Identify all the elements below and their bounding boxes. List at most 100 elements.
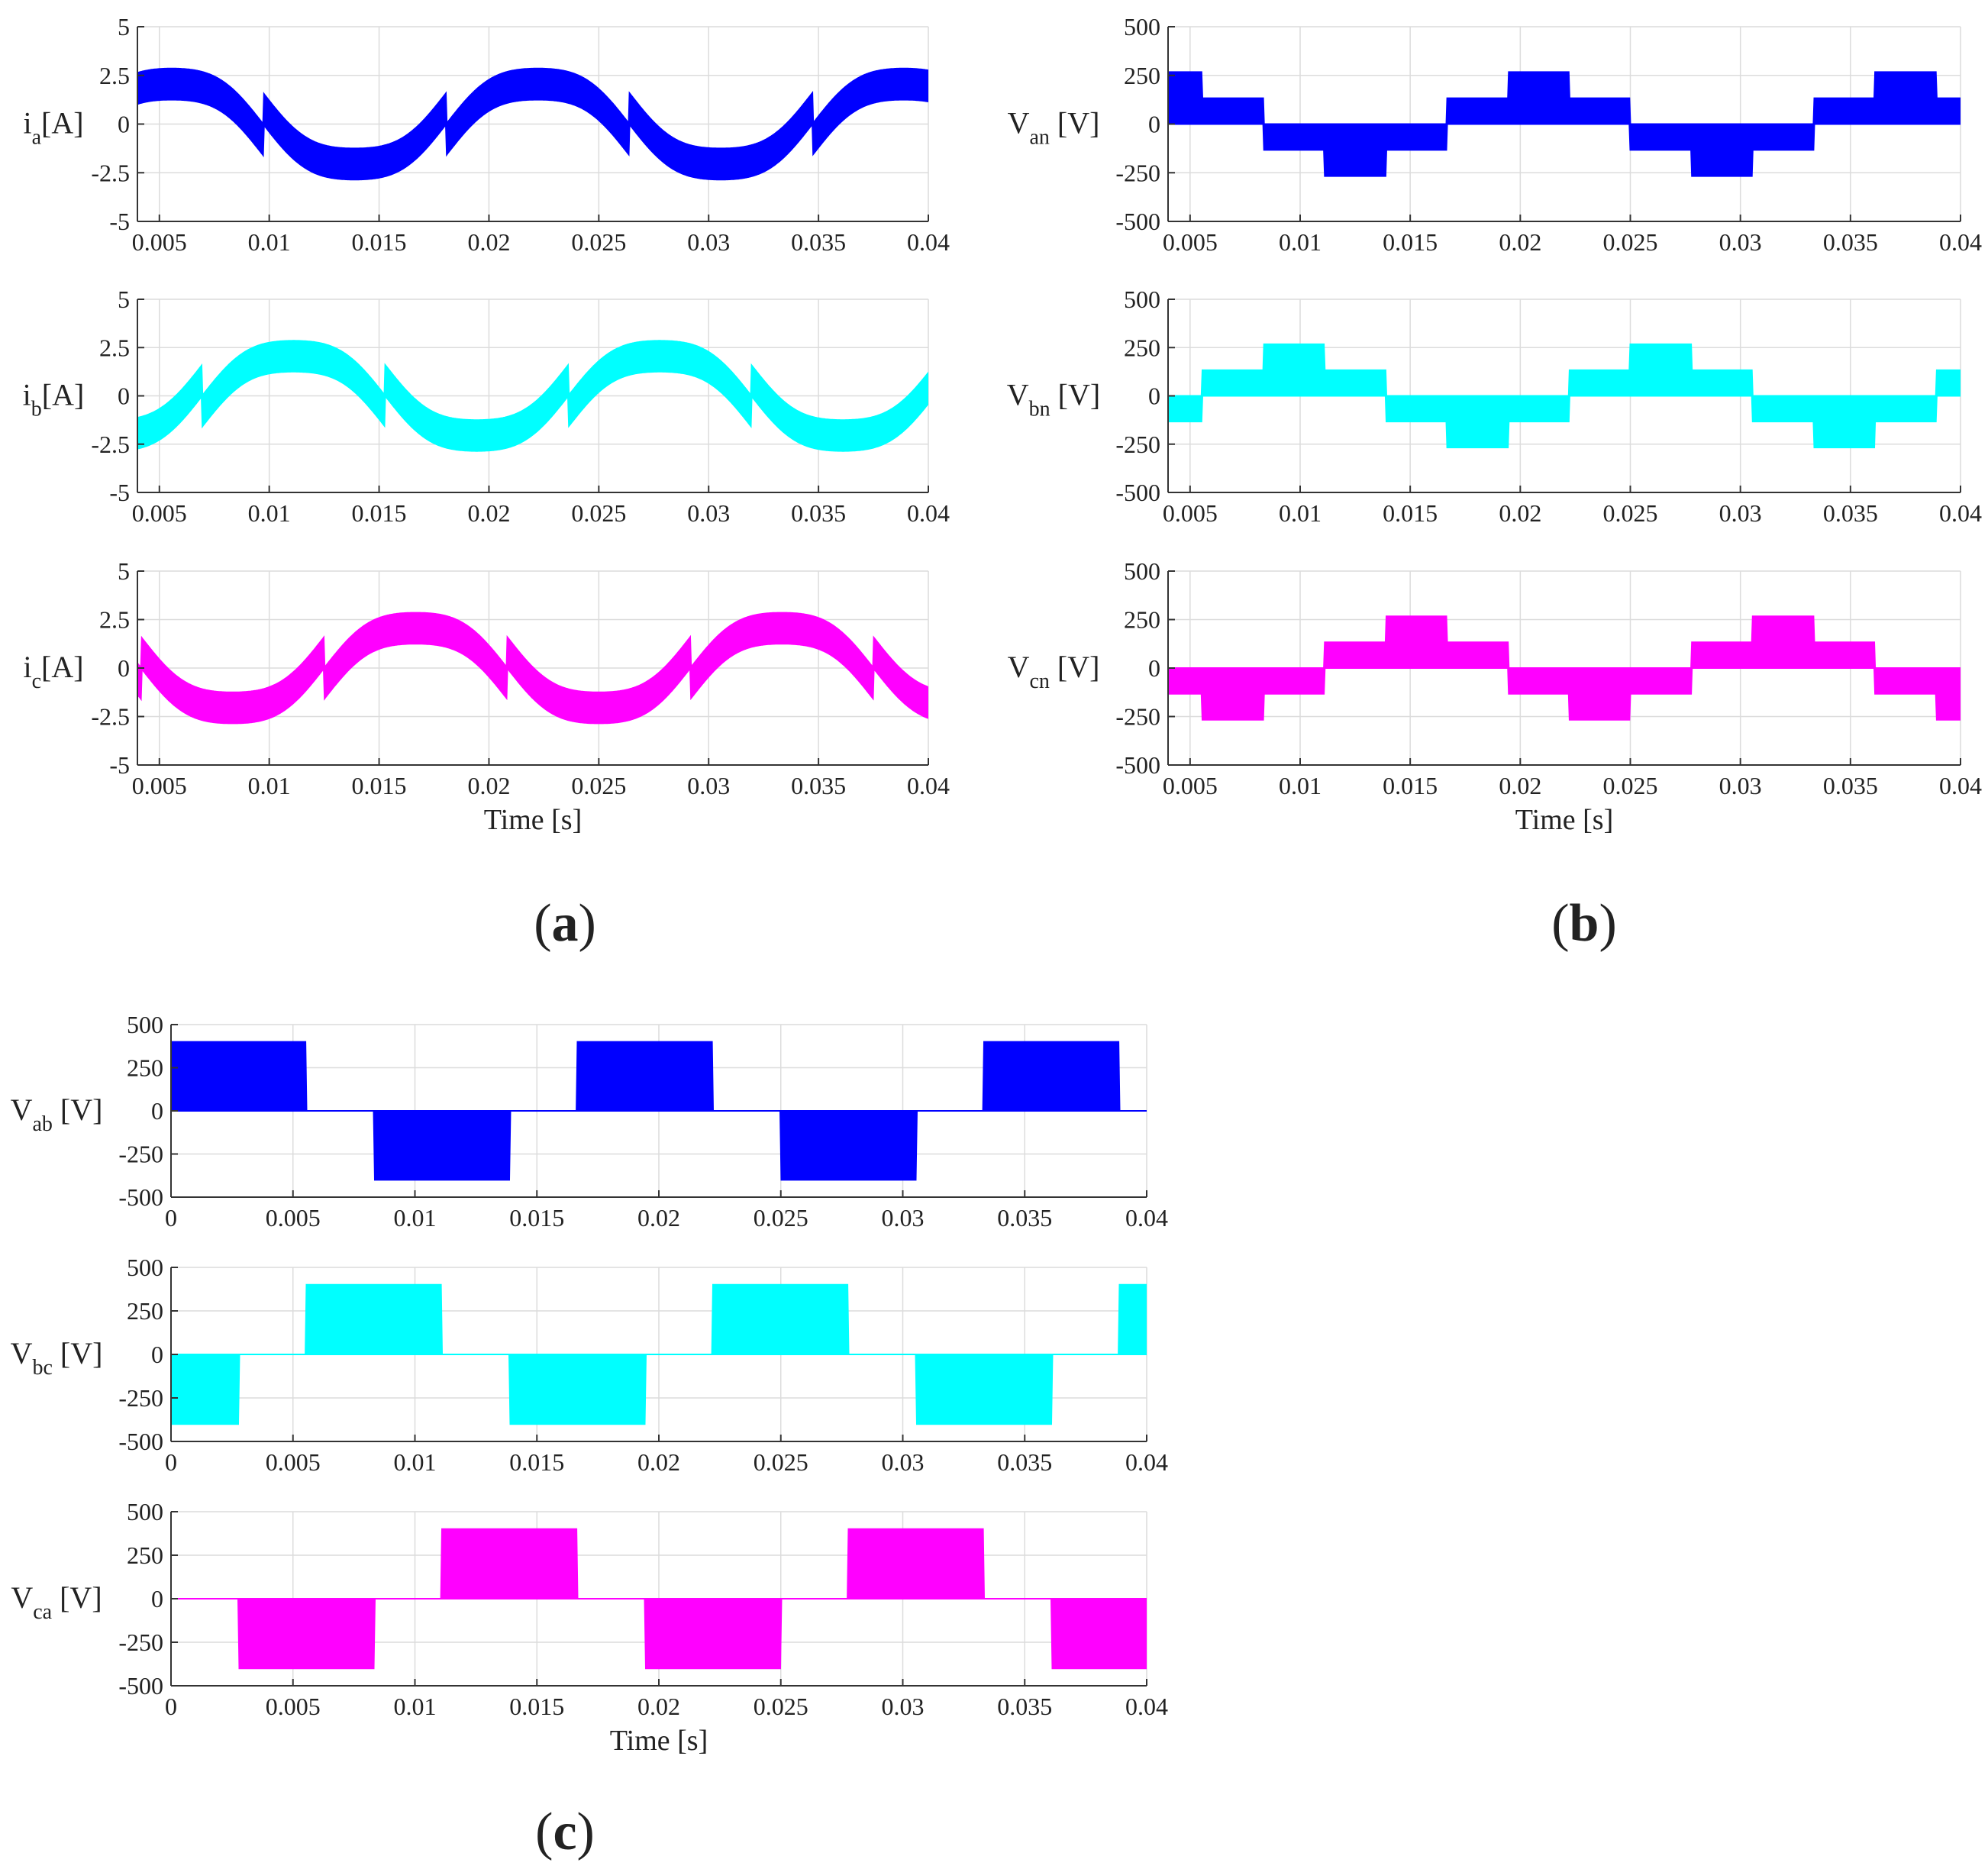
y-tick-label-b-mid-0: -500 [1115, 479, 1160, 506]
svg-text:(c): (c) [535, 1803, 595, 1861]
x-tick-label-c-bot-2: 0.01 [394, 1693, 437, 1720]
y-tick-label-a-top-3: 2.5 [99, 62, 130, 89]
y-axis-label-a-bot: ic[A] [23, 650, 83, 693]
panel-label-c-open: ( [535, 1803, 553, 1861]
x-tick-label-c-top-0: 0 [165, 1204, 177, 1231]
y-tick-label-b-top-2: 0 [1148, 111, 1160, 138]
y-axis-label-unit-a-top: [A] [41, 106, 84, 140]
y-axis-label-main-a-mid: i [23, 378, 31, 412]
x-tick-label-b-top-0: 0.005 [1163, 228, 1218, 256]
x-tick-label-b-bot-7: 0.04 [1939, 772, 1982, 799]
x-tick-label-c-mid-5: 0.025 [754, 1448, 808, 1476]
y-tick-label-b-bot-2: 0 [1148, 654, 1160, 682]
x-tick-label-a-bot-0: 0.005 [132, 772, 187, 799]
panel-label-a-close: ) [579, 894, 596, 953]
x-tick-label-c-bot-1: 0.005 [266, 1693, 321, 1720]
x-tick-label-c-mid-4: 0.02 [637, 1448, 680, 1476]
x-tick-label-a-mid-5: 0.03 [687, 499, 730, 527]
subplot-a-top: 0.005 0.01 0.015 0.02 0.025 0.03 0.035 0.04 -5 -2… [23, 13, 950, 256]
subplot-b-top: 0.005 0.01 0.015 0.02 0.025 0.03 0.035 0.04 -500… [1008, 13, 1982, 256]
x-tick-label-b-mid-6: 0.035 [1823, 499, 1878, 527]
panel-label-a: (a) [534, 894, 596, 953]
svg-text:(a): (a) [534, 894, 596, 953]
x-tick-label-b-top-3: 0.02 [1499, 228, 1541, 256]
x-tick-label-b-bot-3: 0.02 [1499, 772, 1541, 799]
y-axis-label-main-b-top: V [1008, 106, 1030, 140]
y-axis-label-main-c-bot: V [11, 1580, 33, 1615]
x-tick-label-a-top-0: 0.005 [132, 228, 187, 256]
x-tick-label-a-bot-7: 0.04 [907, 772, 950, 799]
y-tick-label-b-top-0: -500 [1115, 208, 1160, 235]
panel-label-c-close: ) [577, 1803, 595, 1861]
y-axis-label-unit-b-mid: [V] [1050, 378, 1101, 412]
y-axis-label-b-bot: Vcn [V] [1008, 650, 1100, 693]
x-tick-label-a-mid-1: 0.01 [248, 499, 291, 527]
y-tick-label-b-top-3: 250 [1124, 62, 1160, 89]
x-tick-label-b-bot-2: 0.015 [1383, 772, 1438, 799]
y-axis-label-unit-c-mid: [V] [53, 1336, 103, 1370]
x-tick-label-c-bot-5: 0.025 [754, 1693, 808, 1720]
x-tick-label-b-top-2: 0.015 [1383, 228, 1438, 256]
y-tick-label-a-bot-2: 0 [118, 654, 130, 682]
x-tick-label-c-bot-4: 0.02 [637, 1693, 680, 1720]
y-tick-label-c-bot-3: 250 [127, 1541, 163, 1569]
y-tick-label-c-top-4: 500 [127, 1011, 163, 1038]
x-tick-label-a-bot-3: 0.02 [467, 772, 510, 799]
y-axis-label-sub-b-mid: bn [1029, 398, 1050, 421]
x-tick-label-c-mid-6: 0.03 [882, 1448, 925, 1476]
x-tick-label-b-top-7: 0.04 [1939, 228, 1982, 256]
y-axis-label-c-bot: Vca [V] [11, 1580, 102, 1624]
y-tick-label-a-bot-0: -5 [109, 751, 130, 779]
x-tick-label-c-bot-6: 0.03 [882, 1693, 925, 1720]
y-axis-label-sub-b-bot: cn [1029, 670, 1049, 693]
subplot-a-mid: 0.005 0.01 0.015 0.02 0.025 0.03 0.035 0.04 -5 -2… [23, 286, 950, 527]
y-tick-label-c-bot-0: -500 [118, 1672, 163, 1700]
y-tick-label-a-mid-4: 5 [118, 286, 130, 313]
y-tick-label-b-bot-0: -500 [1115, 751, 1160, 779]
y-tick-label-a-mid-0: -5 [109, 479, 130, 506]
series-band-b-mid [1168, 343, 1961, 449]
x-tick-label-a-bot-1: 0.01 [248, 772, 291, 799]
x-tick-label-c-mid-3: 0.015 [509, 1448, 564, 1476]
y-axis-label-c-mid: Vbc [V] [11, 1336, 103, 1380]
series-band-c-bot [171, 1528, 1147, 1670]
panel-label-b-letter: b [1570, 894, 1599, 953]
panel-label-c: (c) [535, 1803, 595, 1861]
y-axis-label-sub-a-top: a [32, 126, 42, 150]
y-tick-label-c-mid-3: 250 [127, 1297, 163, 1325]
subplot-b-bot: 0.005 0.01 0.015 0.02 0.025 0.03 0.035 0.04 -500… [1008, 557, 1982, 836]
plots-layer: 0.005 0.01 0.015 0.02 0.025 0.03 0.035 0.04-5-2… [11, 13, 1982, 1757]
x-tick-label-a-mid-6: 0.035 [791, 499, 846, 527]
x-tick-label-b-mid-7: 0.04 [1939, 499, 1982, 527]
x-tick-label-c-bot-7: 0.035 [997, 1693, 1052, 1720]
x-tick-label-b-bot-4: 0.025 [1603, 772, 1658, 799]
x-tick-label-b-mid-1: 0.01 [1279, 499, 1322, 527]
y-tick-label-c-bot-2: 0 [151, 1585, 163, 1612]
x-tick-label-b-bot-6: 0.035 [1823, 772, 1878, 799]
x-tick-label-a-top-7: 0.04 [907, 228, 950, 256]
y-tick-label-c-top-2: 0 [151, 1097, 163, 1125]
y-tick-label-a-mid-2: 0 [118, 383, 130, 410]
y-axis-label-a-top: ia[A] [23, 106, 83, 150]
y-tick-label-b-top-4: 500 [1124, 13, 1160, 40]
x-axis-label-a-bot: Time [s] [484, 804, 582, 836]
x-tick-label-a-top-3: 0.02 [467, 228, 510, 256]
series-band-c-mid [171, 1283, 1147, 1425]
x-tick-label-a-top-4: 0.025 [571, 228, 626, 256]
y-axis-label-main-a-top: i [23, 106, 31, 140]
series-band-a-top [137, 67, 928, 181]
series-band-c-top [171, 1041, 1147, 1181]
y-axis-label-unit-c-bot: [V] [52, 1580, 102, 1615]
y-tick-label-c-mid-1: -250 [118, 1384, 163, 1412]
x-tick-label-b-mid-4: 0.025 [1603, 499, 1658, 527]
y-tick-label-b-mid-2: 0 [1148, 383, 1160, 410]
x-tick-label-b-top-4: 0.025 [1603, 228, 1658, 256]
x-tick-label-c-top-1: 0.005 [266, 1204, 321, 1231]
panel-label-b-open: ( [1551, 894, 1569, 953]
y-axis-label-unit-a-bot: [A] [41, 650, 84, 684]
y-tick-label-a-top-1: -2.5 [91, 159, 130, 186]
x-tick-label-c-top-8: 0.04 [1125, 1204, 1168, 1231]
y-axis-label-sub-a-bot: c [32, 670, 41, 693]
x-axis-label-c-bot: Time [s] [610, 1725, 708, 1757]
y-tick-label-b-top-1: -250 [1115, 159, 1160, 186]
